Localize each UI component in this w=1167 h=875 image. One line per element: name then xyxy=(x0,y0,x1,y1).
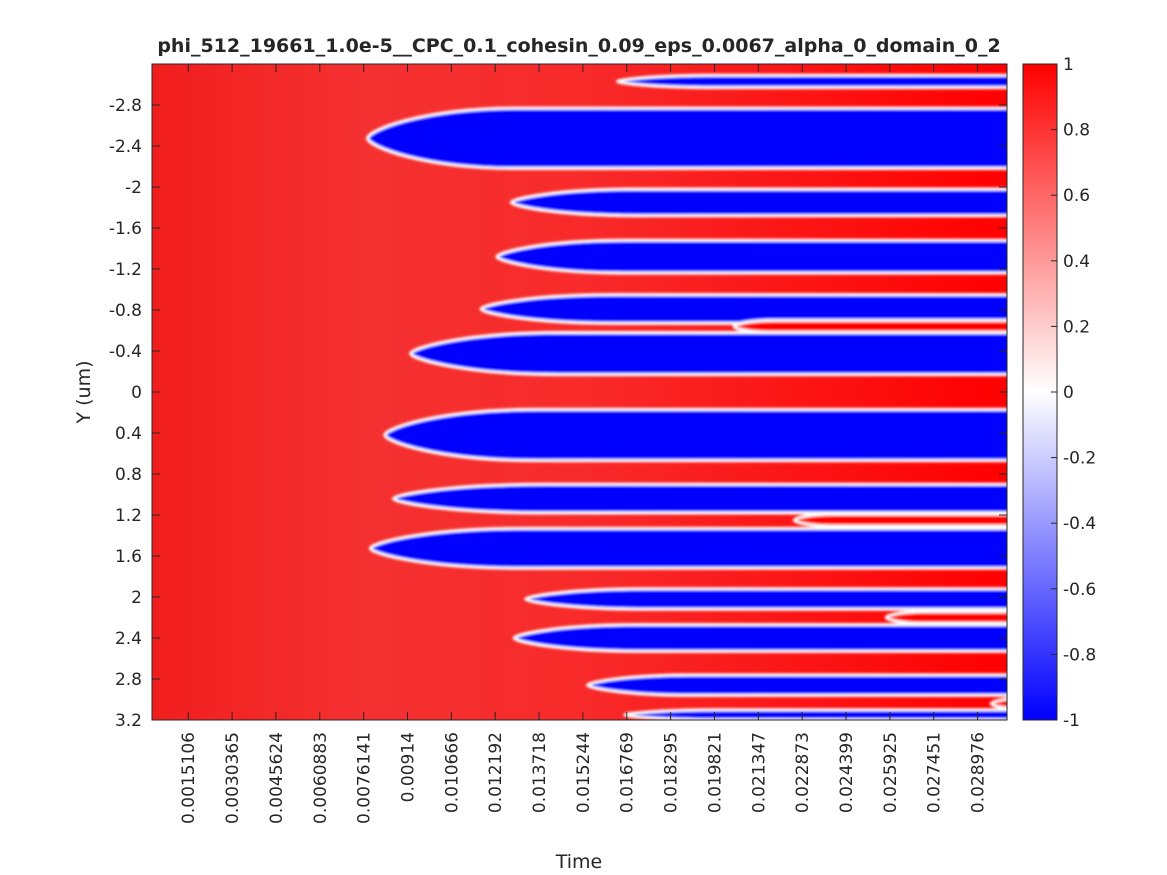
y-tick-label: 0.8 xyxy=(115,465,142,485)
y-axis: -2.8 -2.4 -2 -1.6 -1.2 -0.8 -0.4 0 0.4 0.8 1.2 1.6 2… xyxy=(109,96,1007,731)
plot-area xyxy=(152,64,1007,720)
y-tick-label: -2.8 xyxy=(109,96,142,116)
y-tick-label: -1.2 xyxy=(109,260,142,280)
x-axis-label: Time xyxy=(555,851,603,873)
blue-domain-11 xyxy=(512,623,1007,653)
x-tick-label: 0.00914 xyxy=(398,732,418,802)
x-tick-label: 0.022873 xyxy=(793,732,813,813)
heatmap-bands xyxy=(366,73,1007,720)
colorbar-tick-label: -0.2 xyxy=(1063,449,1096,469)
y-tick-label: 2 xyxy=(131,588,142,608)
x-tick-label: 0.018295 xyxy=(662,732,682,813)
y-tick-label: 3.2 xyxy=(115,711,142,731)
y-tick-label: 1.2 xyxy=(115,506,142,526)
y-tick-label: -2 xyxy=(125,178,142,198)
blue-domain-7 xyxy=(383,407,1007,463)
blue-domain-6 xyxy=(409,331,1007,377)
colorbar-tick-label: 0.8 xyxy=(1063,121,1090,141)
x-tick-label: 0.019821 xyxy=(705,732,725,813)
colorbar-ticks: 1 0.8 0.6 0.4 0.2 0 -0.2 -0.4 -0.6 -0.8 -1 xyxy=(1051,55,1096,731)
x-tick-label: 0.010666 xyxy=(442,732,462,813)
x-tick-label: 0.015244 xyxy=(574,732,594,813)
colorbar-tick-label: 0.4 xyxy=(1063,252,1090,272)
colorbar-tick-label: 0 xyxy=(1063,383,1074,403)
colorbar-tick-label: 0.6 xyxy=(1063,186,1090,206)
x-tick-label: 0.0060883 xyxy=(311,732,331,824)
y-tick-label: 0.4 xyxy=(115,424,142,444)
blue-domain-1 xyxy=(616,73,1007,90)
x-tick-label: 0.0076141 xyxy=(355,732,375,824)
red-domain-3 xyxy=(884,610,1007,625)
colorbar-tick-label: -1 xyxy=(1063,711,1080,731)
x-tick-label: 0.0030365 xyxy=(223,732,243,824)
y-tick-label: -1.6 xyxy=(109,219,142,239)
red-domain-4 xyxy=(989,697,1007,710)
x-tick-label: 0.013718 xyxy=(530,732,550,813)
y-tick-label: -2.4 xyxy=(109,137,142,157)
blue-domain-13 xyxy=(623,708,1007,720)
x-tick-label: 0.025925 xyxy=(881,732,901,813)
blue-domain-12 xyxy=(585,673,1007,697)
x-tick-label: 0.027451 xyxy=(925,732,945,813)
colorbar-tick-label: 1 xyxy=(1063,55,1074,75)
y-tick-label: -0.4 xyxy=(109,342,142,362)
chart-title: phi_512_19661_1.0e-5__CPC_0.1_cohesin_0.… xyxy=(157,35,1000,57)
red-domain-1 xyxy=(732,318,1007,334)
red-domain-2 xyxy=(792,512,1007,528)
colorbar-tick-label: 0.2 xyxy=(1063,317,1090,337)
y-tick-label: -0.8 xyxy=(109,301,142,321)
x-tick-label: 0.028976 xyxy=(969,732,989,813)
x-tick-label: 0.016769 xyxy=(618,732,638,813)
x-tick-label: 0.024399 xyxy=(837,732,857,813)
colorbar-tick-label: -0.8 xyxy=(1063,645,1096,665)
y-tick-label: 1.6 xyxy=(115,547,142,567)
blue-domain-5 xyxy=(479,293,1007,325)
colorbar: 1 0.8 0.6 0.4 0.2 0 -0.2 -0.4 -0.6 -0.8 -1 xyxy=(1022,55,1096,731)
x-tick-label: 0.012192 xyxy=(486,732,506,813)
colorbar-tick-label: -0.4 xyxy=(1063,514,1096,534)
x-tick-label: 0.021347 xyxy=(749,732,769,813)
x-tick-label: 0.0045624 xyxy=(267,732,287,824)
blue-domain-3 xyxy=(509,187,1007,218)
blue-domain-2 xyxy=(366,106,1007,171)
x-axis: 0.0015106 0.0030365 0.0045624 0.0060883 0.00… xyxy=(179,64,989,824)
y-tick-label: 2.8 xyxy=(115,670,142,690)
blue-domain-10 xyxy=(524,587,1007,611)
blue-domain-4 xyxy=(495,238,1007,275)
blue-domain-8 xyxy=(391,482,1007,515)
y-tick-label: 2.4 xyxy=(115,629,142,649)
x-tick-label: 0.0015106 xyxy=(179,732,199,824)
y-tick-label: 0 xyxy=(131,383,142,403)
blue-domain-9 xyxy=(368,526,1007,570)
colorbar-tick-label: -0.6 xyxy=(1063,580,1096,600)
y-axis-label: Y (um) xyxy=(73,360,95,424)
